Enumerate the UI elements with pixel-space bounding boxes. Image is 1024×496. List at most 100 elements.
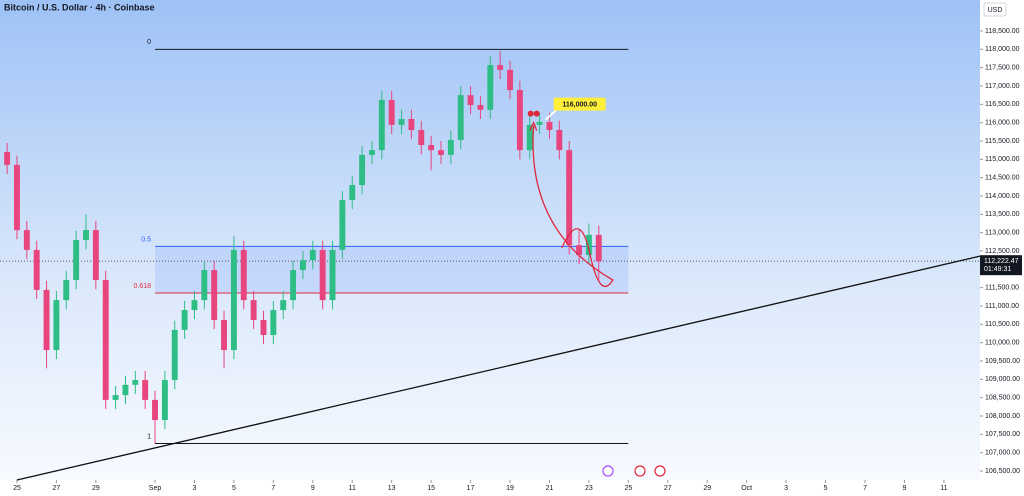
x-tick-label: 25 <box>13 485 21 492</box>
y-tick-label: 115,500.00 <box>985 138 1020 145</box>
candle-body <box>408 118 415 130</box>
candle-body <box>329 249 336 301</box>
chart-title: Bitcoin / U.S. Dollar · 4h · Coinbase <box>4 2 155 12</box>
candle-body <box>319 249 326 301</box>
candle-body <box>526 124 533 151</box>
price-axis-panel <box>980 0 1024 496</box>
x-tick-label: 15 <box>427 485 435 492</box>
candle-body <box>477 105 484 110</box>
candle-body <box>418 129 425 146</box>
candle-body <box>438 150 444 155</box>
target-connector <box>545 109 557 121</box>
y-tick-label: 117,000.00 <box>985 83 1020 90</box>
candle-body <box>595 234 602 262</box>
candle-body <box>546 121 553 130</box>
candle-body <box>191 300 198 311</box>
candle-body <box>230 249 237 351</box>
y-tick-label: 107,500.00 <box>985 431 1020 438</box>
y-tick-label: 108,500.00 <box>985 395 1020 402</box>
event-icon <box>634 465 646 477</box>
y-tick-label: 107,000.00 <box>985 450 1020 457</box>
x-tick-label: 19 <box>506 485 514 492</box>
x-tick-label: 27 <box>664 485 672 492</box>
x-tick-label: 9 <box>903 485 907 492</box>
event-icon <box>654 465 666 477</box>
candle-body <box>349 184 356 201</box>
candle-body <box>428 145 435 151</box>
candle-body <box>221 319 228 351</box>
candle-body <box>83 230 89 240</box>
candle-body <box>556 129 563 151</box>
fib-label: 0.618 <box>133 283 151 290</box>
x-tick-label: 13 <box>388 485 396 492</box>
candle-body <box>92 230 99 280</box>
x-tick-label: 29 <box>92 485 100 492</box>
chart-layer: 106,500.00 107,000.00 107,500.00 108,000.00… <box>0 28 1022 492</box>
currency-label: USD <box>988 7 1003 14</box>
candle-body <box>4 151 11 165</box>
candle-body <box>181 310 188 330</box>
time-axis-panel <box>0 480 980 496</box>
x-tick-label: 3 <box>193 485 197 492</box>
x-tick-label: 7 <box>863 485 867 492</box>
candle-body <box>507 69 513 91</box>
x-tick-label: 29 <box>703 485 711 492</box>
candle-body <box>112 395 119 400</box>
x-tick-label: 21 <box>546 485 554 492</box>
candle-body <box>280 300 287 311</box>
x-tick-label: 5 <box>232 485 236 492</box>
candle-body <box>152 399 158 421</box>
candle-body <box>171 329 178 381</box>
candle-body <box>487 65 494 110</box>
trendline <box>16 255 981 481</box>
last-price-label: 112,222.47 <box>984 258 1019 265</box>
candle-body <box>270 310 277 335</box>
x-tick-label: 9 <box>311 485 315 492</box>
target-icon <box>527 110 534 117</box>
y-tick-label: 115,000.00 <box>985 156 1020 163</box>
candle-body <box>359 154 366 185</box>
y-tick-label: 118,000.00 <box>985 46 1020 53</box>
y-tick-label: 111,500.00 <box>985 285 1019 292</box>
candle-body <box>457 95 464 140</box>
y-tick-label: 113,000.00 <box>985 230 1020 237</box>
x-tick-label: 11 <box>349 485 356 492</box>
y-tick-label: 111,000.00 <box>985 303 1019 310</box>
y-tick-label: 118,500.00 <box>985 28 1020 35</box>
candle-body <box>14 164 20 231</box>
candle-body <box>132 380 139 385</box>
candle-body <box>260 319 267 335</box>
x-tick-label: 23 <box>585 485 593 492</box>
candle-body <box>576 245 583 256</box>
candle-body <box>369 150 375 155</box>
fib-label: 1 <box>147 433 151 440</box>
candle-body <box>73 240 80 280</box>
currency-button[interactable] <box>983 2 1007 17</box>
candle-body <box>309 249 316 261</box>
candle-body <box>63 279 70 301</box>
y-tick-label: 112,500.00 <box>985 248 1020 255</box>
fib-zone <box>155 246 629 293</box>
candle-body <box>566 150 573 246</box>
y-tick-label: 116,500.00 <box>985 101 1020 108</box>
y-tick-label: 110,000.00 <box>985 340 1020 347</box>
candle-body <box>290 270 297 301</box>
countdown-label: 01:49:31 <box>984 266 1011 273</box>
candle-body <box>161 380 168 421</box>
candle-body <box>33 249 40 290</box>
candle-body <box>43 289 50 351</box>
candle-body <box>378 99 385 151</box>
last-price-badge <box>980 255 1022 276</box>
candle-body <box>398 118 405 125</box>
y-tick-label: 114,000.00 <box>985 193 1020 200</box>
x-tick-label: 27 <box>53 485 61 492</box>
fib-label: 0.5 <box>141 236 151 243</box>
target-icon <box>533 110 540 117</box>
x-tick-label: 11 <box>940 485 947 492</box>
candle-body <box>240 249 247 301</box>
candle-body <box>447 139 454 155</box>
y-tick-label: 109,500.00 <box>985 358 1020 365</box>
candle-body <box>585 234 592 256</box>
candle-body <box>201 270 208 301</box>
